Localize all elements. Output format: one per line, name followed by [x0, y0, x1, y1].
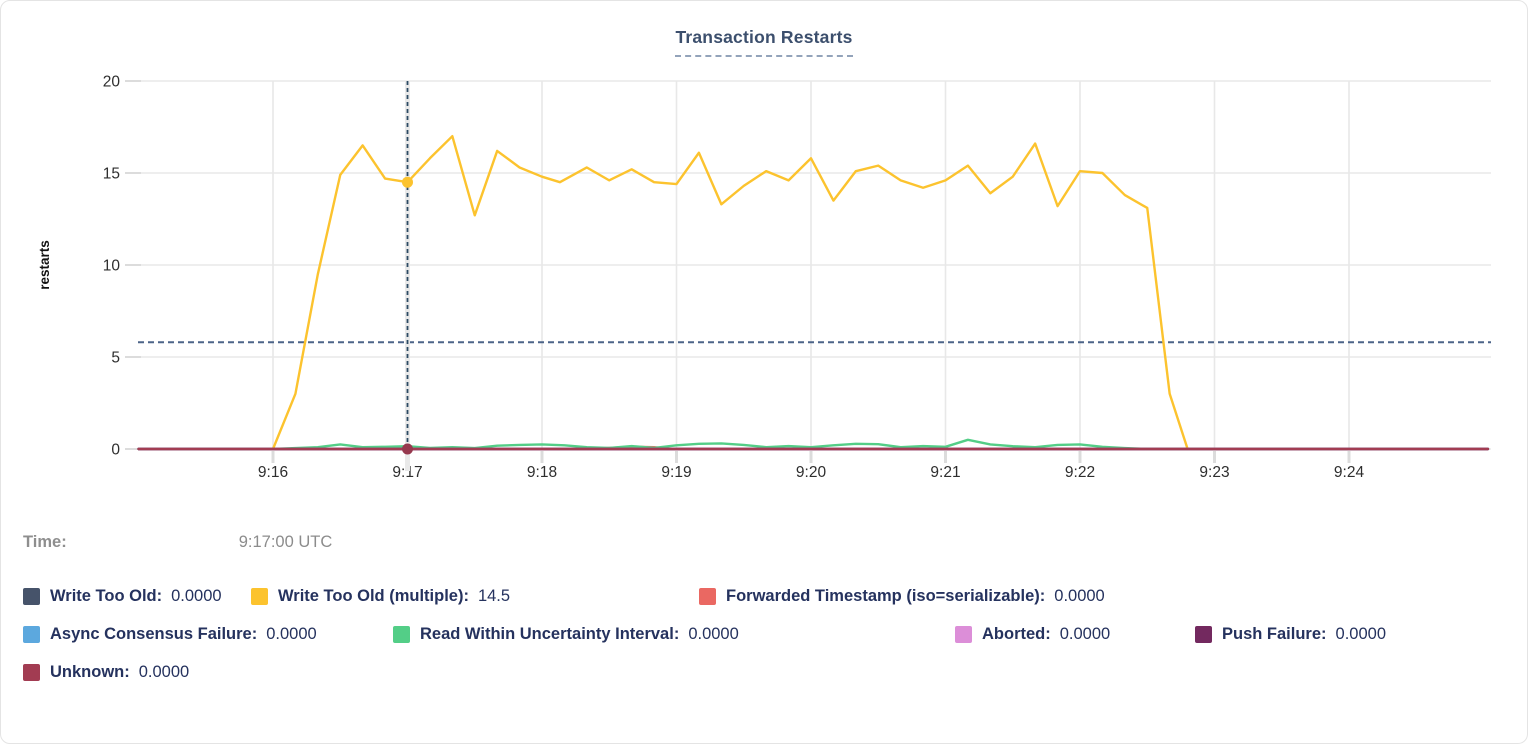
legend-row: Async Consensus Failure: 0.0000 Read Withi…	[23, 625, 1386, 644]
v-gridlines: 9:16 9:17 9:18 9:19 9:20 9:21 9:22 9:23 9:24	[258, 81, 1365, 481]
legend-label: Push Failure:	[1222, 625, 1327, 643]
x-tick-label: 9:16	[258, 464, 288, 481]
legend-value: 0.0000	[1335, 625, 1386, 643]
legend-value: 0.0000	[266, 625, 317, 643]
legend-label: Forwarded Timestamp (iso=serializable):	[726, 587, 1046, 605]
legend-row: Unknown: 0.0000	[23, 663, 1386, 682]
chart-title: Transaction Restarts	[675, 27, 853, 57]
legend-swatch-forwarded-timestamp	[699, 588, 716, 605]
legend-label: Async Consensus Failure:	[50, 625, 258, 643]
legend-value: 0.0000	[1059, 625, 1111, 643]
x-tick-label: 9:23	[1199, 464, 1229, 481]
legend-swatch-write-too-old-multiple	[251, 588, 268, 605]
time-label: Time:	[23, 533, 67, 551]
y-axis-label: restarts	[37, 240, 52, 290]
legend-item-forwarded-timestamp: Forwarded Timestamp (iso=serializable): 0…	[699, 587, 1105, 606]
legend-item-aborted: Aborted: 0.0000	[955, 625, 1195, 644]
legend-item-async-consensus-failure: Async Consensus Failure: 0.0000	[23, 625, 393, 644]
chart-title-wrap: Transaction Restarts	[1, 27, 1527, 57]
legend-value: 0.0000	[688, 625, 739, 643]
legend-label: Write Too Old (multiple):	[278, 587, 469, 605]
y-tick-label: 5	[111, 350, 120, 367]
legend-item-unknown: Unknown: 0.0000	[23, 663, 189, 682]
x-tick-label: 9:18	[527, 464, 557, 481]
hover-time-row: Time: 9:17:00 UTC	[23, 533, 332, 552]
y-tick-label: 15	[103, 166, 120, 183]
hover-dot-zero	[402, 443, 413, 455]
chart-legend: Write Too Old: 0.0000 Write Too Old (multi…	[23, 587, 1386, 701]
legend-label: Write Too Old:	[50, 587, 163, 605]
legend-swatch-aborted	[955, 626, 972, 643]
y-tick-label: 0	[111, 442, 120, 459]
legend-value: 14.5	[477, 587, 511, 605]
series-line-write-too-old-multiple	[271, 134, 1189, 451]
time-value: 9:17:00 UTC	[238, 533, 333, 551]
legend-item-write-too-old: Write Too Old: 0.0000	[23, 587, 251, 606]
x-tick-label: 9:22	[1065, 464, 1095, 481]
legend-swatch-async-consensus-failure	[23, 626, 40, 643]
x-tick-label: 9:21	[930, 464, 960, 481]
legend-label: Unknown:	[50, 663, 130, 681]
x-tick-label: 9:17	[392, 464, 422, 481]
x-tick-label: 9:20	[796, 464, 827, 481]
legend-swatch-write-too-old	[23, 588, 40, 605]
legend-value: 0.0000	[1054, 587, 1105, 605]
legend-item-read-within-uncertainty-interval: Read Within Uncertainty Interval: 0.0000	[393, 625, 955, 644]
x-tick-label: 9:24	[1334, 464, 1365, 481]
hover-dot-yellow	[402, 176, 413, 188]
legend-value: 0.0000	[138, 663, 190, 681]
legend-label: Read Within Uncertainty Interval:	[420, 625, 680, 643]
legend-swatch-unknown	[23, 664, 40, 681]
legend-item-write-too-old-multiple: Write Too Old (multiple): 14.5	[251, 587, 699, 606]
legend-item-push-failure: Push Failure: 0.0000	[1195, 625, 1386, 644]
transaction-restarts-chart[interactable]: 0 5 10 15 20 9:16 9:17 9:18 9:19 9:20 9:21 9:22 9:23…	[1, 59, 1527, 509]
x-tick-label: 9:19	[661, 464, 691, 481]
y-tick-label: 10	[103, 258, 121, 275]
y-tick-label: 20	[103, 74, 121, 91]
legend-swatch-push-failure	[1195, 626, 1212, 643]
legend-value: 0.0000	[171, 587, 222, 605]
crosshair-band	[405, 81, 410, 471]
legend-label: Aborted:	[982, 625, 1051, 643]
series-line-read-within-uncertainty-interval	[137, 438, 1490, 451]
h-gridlines: 0 5 10 15 20	[103, 74, 1491, 459]
legend-row: Write Too Old: 0.0000 Write Too Old (multi…	[23, 587, 1386, 606]
legend-swatch-read-within-uncertainty-interval	[393, 626, 410, 643]
